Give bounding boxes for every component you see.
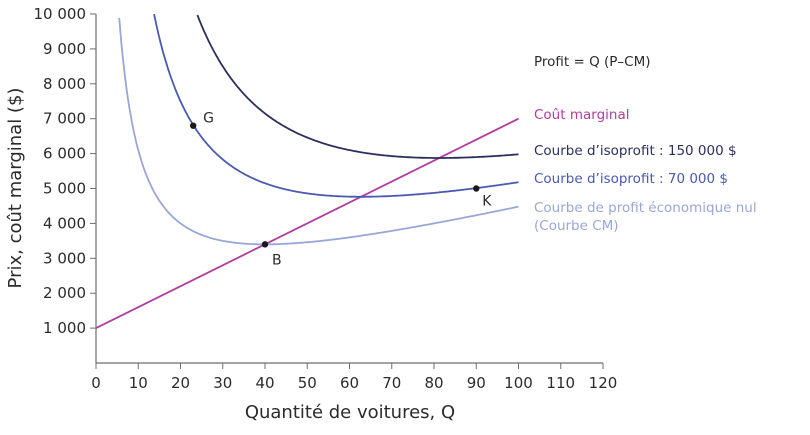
point-label: G xyxy=(203,111,214,127)
x-tick-label: 90 xyxy=(467,374,486,392)
y-tick-label: 1 000 xyxy=(43,319,86,337)
legend-marginal-cost: Coût marginal xyxy=(534,107,629,123)
legend-formula: Profit = Q (P–CM) xyxy=(534,54,651,70)
y-axis-title: Prix, coût marginal ($) xyxy=(5,88,26,289)
x-tick-label: 20 xyxy=(171,374,190,392)
x-tick-label: 0 xyxy=(91,374,101,392)
y-tick-label: 8 000 xyxy=(43,75,86,93)
axes: 0 10 20 30 40 50 60 70 80 90 100 110 120 1 000 2 000 3 … xyxy=(34,5,618,392)
x-tick-label: 120 xyxy=(589,374,618,392)
series-line xyxy=(118,17,519,246)
plot-curves xyxy=(95,14,519,329)
legend-zero-profit-cm: (Courbe CM) xyxy=(534,218,619,234)
y-tick-label: 4 000 xyxy=(43,214,86,232)
y-tick-label: 10 000 xyxy=(34,5,87,23)
y-tick-label: 5 000 xyxy=(43,180,86,198)
y-tick-label: 7 000 xyxy=(43,110,86,128)
x-tick-label: 10 xyxy=(129,374,148,392)
x-tick-label: 50 xyxy=(298,374,317,392)
legend-isoprofit-150000: Courbe d’isoprofit : 150 000 $ xyxy=(534,143,737,159)
point-g xyxy=(189,122,197,129)
x-tick-label: 70 xyxy=(382,374,401,392)
data-points: G B K xyxy=(189,111,492,268)
x-tick-label: 110 xyxy=(546,374,575,392)
x-tick-label: 100 xyxy=(504,374,533,392)
x-tick-label: 80 xyxy=(424,374,443,392)
point-k xyxy=(473,185,480,192)
point-label: K xyxy=(482,194,492,210)
x-axis-title: Quantité de voitures, Q xyxy=(245,402,455,423)
x-tick-label: 30 xyxy=(213,374,232,392)
y-tick-label: 2 000 xyxy=(43,284,86,302)
y-tick-label: 6 000 xyxy=(43,145,86,163)
series-line xyxy=(196,14,519,159)
series-line xyxy=(153,14,519,198)
legend-isoprofit-70000: Courbe d’isoprofit : 70 000 $ xyxy=(534,171,728,187)
series-line xyxy=(95,117,519,329)
legend-zero-profit: Courbe de profit économique nul xyxy=(534,200,757,216)
point-b xyxy=(261,241,269,248)
y-tick-label: 3 000 xyxy=(43,249,86,267)
y-tick-label: 9 000 xyxy=(43,40,86,58)
x-tick-label: 40 xyxy=(255,374,274,392)
point-label: B xyxy=(272,252,282,268)
x-tick-label: 60 xyxy=(340,374,359,392)
